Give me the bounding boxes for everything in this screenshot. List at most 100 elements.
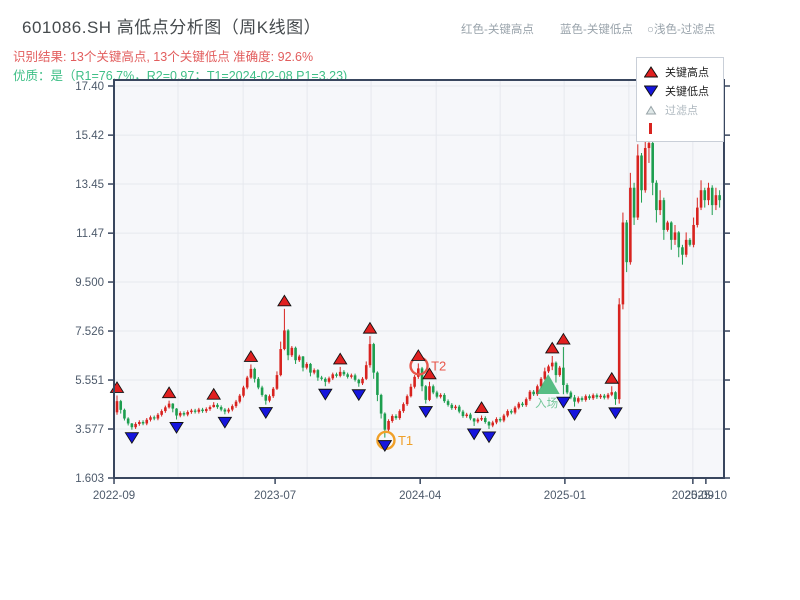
candle	[599, 393, 602, 399]
candle	[573, 394, 576, 407]
key-low-marker	[377, 440, 393, 452]
y-tick-label: 3.577	[75, 424, 104, 436]
candle	[431, 384, 435, 395]
candle	[457, 404, 461, 414]
candle	[632, 182, 636, 225]
candle	[309, 362, 312, 377]
candle	[461, 409, 465, 418]
candle	[677, 231, 681, 258]
candle	[164, 405, 167, 413]
candle	[662, 197, 666, 240]
candle	[193, 408, 197, 414]
t2-label: T2	[431, 358, 446, 373]
candle	[465, 412, 468, 418]
candle	[539, 377, 543, 388]
candle	[357, 378, 361, 387]
candle	[580, 396, 584, 402]
candle	[186, 410, 189, 417]
legend-item-kline-sample[interactable]	[644, 119, 717, 138]
candle	[707, 182, 710, 206]
candle	[301, 355, 305, 372]
candle	[286, 329, 290, 361]
top-legend-filtered: ○浅色-过滤点	[647, 24, 716, 36]
x-tick-label: 2023-07	[254, 490, 296, 502]
y-tick-label: 11.47	[76, 228, 104, 240]
candle	[320, 375, 323, 381]
candle	[521, 401, 524, 407]
candle	[681, 244, 684, 265]
candle	[718, 190, 721, 208]
legend-label-key-high: 关键高点	[665, 66, 709, 79]
key-low-marker	[124, 432, 140, 445]
candle	[658, 190, 662, 216]
candle	[565, 383, 569, 395]
candle	[372, 342, 375, 379]
candle	[651, 140, 654, 196]
top-legend-key-high: 红色-关键高点	[461, 24, 534, 36]
candle	[316, 369, 320, 381]
legend-item-key-high[interactable]: 关键高点	[644, 62, 717, 81]
candle	[338, 366, 342, 378]
candles	[115, 126, 721, 438]
candle	[335, 372, 338, 378]
key-low-marker	[351, 389, 367, 402]
candle	[405, 394, 409, 406]
candle	[621, 212, 625, 310]
y-tick-label: 13.45	[75, 179, 104, 191]
y-tick-label: 9.500	[75, 277, 104, 289]
candle	[562, 347, 565, 395]
candle	[476, 417, 480, 424]
candle	[387, 419, 390, 432]
candle	[126, 417, 130, 426]
key-low-marker	[217, 416, 233, 429]
candle	[532, 389, 535, 396]
candle	[614, 391, 617, 405]
candle	[491, 420, 495, 428]
candle	[543, 367, 547, 381]
y-tick-label: 7.526	[75, 326, 104, 338]
key-low-marker	[318, 388, 333, 401]
key-low-marker	[466, 428, 482, 441]
candle	[364, 361, 368, 381]
candle	[324, 377, 327, 387]
candle	[312, 368, 316, 375]
candle	[379, 393, 383, 419]
candle	[283, 308, 286, 351]
key-high-marker	[206, 387, 222, 400]
x-tick-label: 2025-01	[544, 490, 586, 502]
candle	[167, 400, 171, 409]
candle	[684, 232, 688, 258]
candle	[558, 365, 561, 377]
legend-item-key-low[interactable]: 关键低点	[644, 81, 717, 100]
legend-item-filtered[interactable]: 过滤点	[644, 100, 717, 119]
candle	[517, 401, 521, 410]
legend-label-filtered: 过滤点	[665, 104, 698, 117]
kline-sample-icon	[649, 123, 652, 134]
candle	[216, 403, 219, 409]
candle	[550, 355, 554, 371]
candle	[673, 224, 677, 245]
candle	[383, 412, 387, 438]
candle	[576, 396, 580, 404]
entry-signal-label: 入场	[535, 396, 558, 410]
candle	[629, 172, 632, 265]
key-high-marker	[332, 352, 348, 365]
candle	[394, 414, 398, 420]
candle	[238, 393, 242, 404]
candle	[119, 399, 123, 414]
candle	[554, 361, 558, 383]
candle	[182, 411, 186, 417]
candle	[297, 354, 301, 362]
candle	[610, 386, 614, 397]
key-low-marker	[418, 406, 434, 418]
candle	[208, 405, 212, 411]
candle	[171, 403, 175, 413]
candle	[178, 411, 182, 418]
candle	[696, 197, 699, 228]
candle	[506, 409, 509, 418]
t1-label: T1	[398, 433, 413, 448]
candle	[603, 393, 606, 400]
candle	[547, 364, 550, 374]
candle	[212, 402, 216, 408]
